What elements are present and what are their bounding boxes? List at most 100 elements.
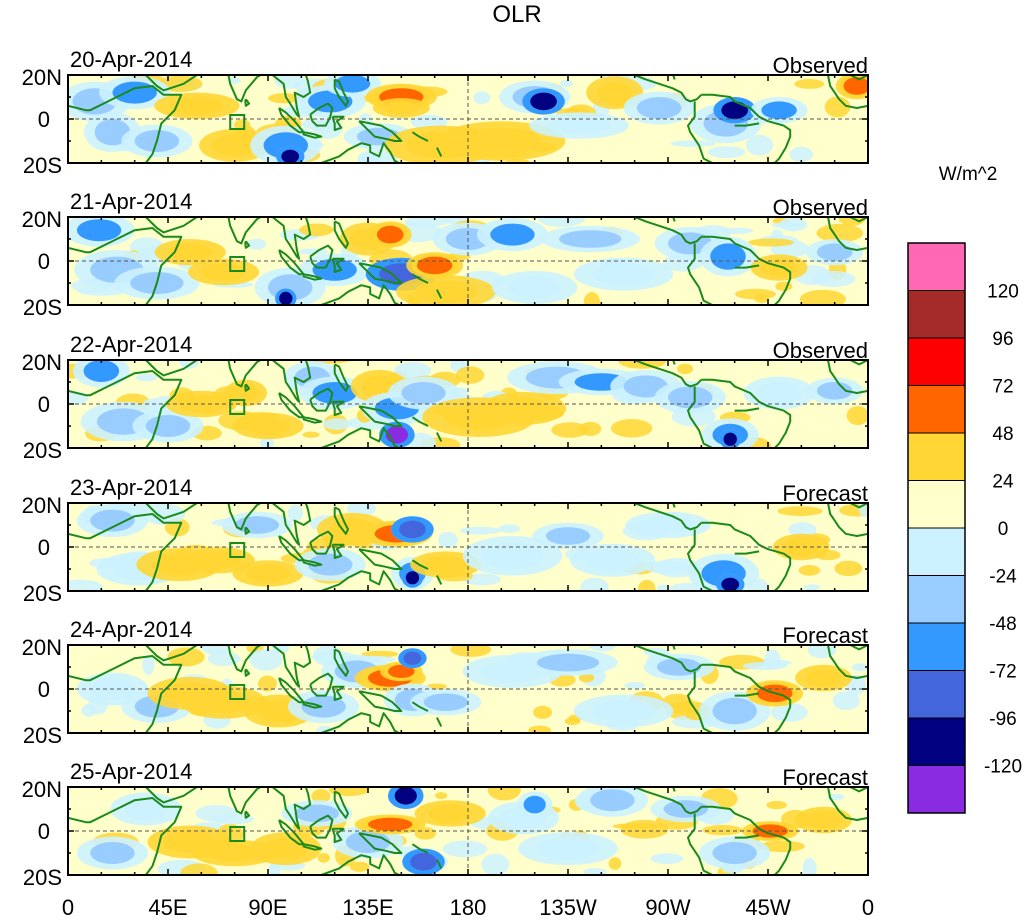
anomaly-core [592, 263, 655, 286]
anomaly-core [201, 263, 246, 281]
coastline [634, 75, 703, 103]
anomaly-core [368, 817, 413, 832]
lon-label: 135W [539, 895, 597, 920]
olr-field [68, 787, 868, 875]
colorbar-swatch [907, 765, 966, 814]
anomaly-core [383, 101, 420, 115]
coastline [436, 147, 443, 157]
anomaly-patch [249, 648, 283, 671]
map-panels: 20-Apr-2014 Observed 20N 0 20S 21-Apr-2014 Obs… [22, 47, 869, 890]
lat-label-north: 20N [22, 777, 62, 802]
anomaly-patch [435, 792, 448, 800]
coastline [278, 677, 305, 704]
coastline [411, 843, 429, 854]
colorbar-label: 96 [992, 329, 1013, 350]
anomaly-patch [316, 725, 334, 733]
coastline [227, 217, 263, 245]
anomaly-core [496, 397, 551, 420]
lat-label-north: 20N [22, 65, 62, 90]
anomaly-patch [637, 579, 656, 591]
figure-title: OLR [492, 1, 541, 28]
anomaly-patch [702, 825, 743, 836]
colorbar-swatch [907, 432, 966, 481]
anomaly-patch [533, 705, 553, 719]
panel-kind: Observed [773, 53, 868, 78]
coastline [244, 98, 251, 107]
anomaly-core [416, 256, 453, 275]
anomaly-core [536, 837, 600, 860]
reference-box [229, 256, 246, 272]
panel-ticks [67, 74, 869, 164]
coastline [436, 717, 443, 727]
coastline [271, 360, 312, 403]
coastline [849, 75, 868, 81]
anomaly-patch [459, 526, 501, 535]
anomaly-core [508, 276, 562, 299]
olr-field [68, 360, 868, 448]
anomaly-patch [207, 651, 241, 667]
anomaly-core [636, 97, 682, 119]
coastline [665, 645, 676, 650]
coastline [227, 787, 263, 815]
coastline [634, 645, 703, 673]
anomaly-core [559, 230, 622, 248]
anomaly-core [281, 149, 300, 163]
anomaly-core [490, 223, 535, 246]
coastline [244, 810, 251, 819]
anomaly-patch [770, 702, 808, 722]
anomaly-patch [775, 281, 793, 292]
colorbar-swatch [907, 385, 966, 434]
panel-ticks [67, 786, 869, 876]
coastline [278, 819, 305, 846]
anomaly-core [196, 691, 251, 714]
coastline [734, 122, 760, 127]
anomaly-patch [560, 79, 573, 88]
anomaly-core [168, 243, 213, 261]
coastline [271, 75, 312, 118]
coastline [358, 548, 403, 570]
anomaly-core [399, 520, 426, 539]
anomaly-core [145, 415, 191, 437]
coastline [436, 289, 443, 299]
anomaly-core [245, 417, 291, 435]
anomaly-patch [758, 840, 805, 853]
coastline [244, 668, 251, 677]
panel-date: 20-Apr-2014 [70, 47, 192, 72]
anomaly-patch [260, 436, 275, 448]
anomaly-patch [608, 857, 622, 870]
coastline [701, 235, 792, 305]
coastline [68, 513, 183, 591]
coastline [331, 400, 345, 416]
coastline [827, 503, 868, 537]
coastline [331, 685, 345, 701]
coastline [827, 787, 868, 821]
anomaly-patch [442, 840, 488, 858]
anomaly-patch [851, 663, 868, 672]
anomaly-core [90, 842, 135, 864]
anomaly-core [585, 549, 640, 572]
coastline [227, 503, 263, 531]
anomaly-core [112, 81, 157, 104]
anomaly-patch [779, 217, 808, 232]
anomaly-patch [644, 560, 692, 574]
anomaly-patch [670, 140, 717, 147]
map-panel: 24-Apr-2014 Forecast 20N 0 20S [22, 617, 869, 748]
coastline [333, 790, 349, 819]
anomaly-core [805, 811, 842, 829]
anomaly-core [710, 243, 746, 270]
coastline [358, 120, 403, 142]
anomaly-patch [580, 577, 609, 591]
lat-label-equator: 0 [38, 819, 50, 844]
anomaly-patch [838, 217, 866, 226]
anomaly-patch [816, 223, 864, 243]
anomaly-core [530, 92, 557, 111]
anomaly-patch [473, 91, 491, 105]
coastline [734, 407, 760, 412]
anomaly-patch [455, 366, 485, 384]
panel-kind: Observed [773, 338, 868, 363]
colorbar: W/m^2 120 96 72 48 24 0 -24 -48 -72 -96 -120 [907, 164, 1022, 814]
anomaly-patch [227, 76, 241, 85]
coastline [333, 78, 349, 107]
lat-label-south: 20S [23, 865, 62, 890]
panel-date: 23-Apr-2014 [70, 475, 192, 500]
